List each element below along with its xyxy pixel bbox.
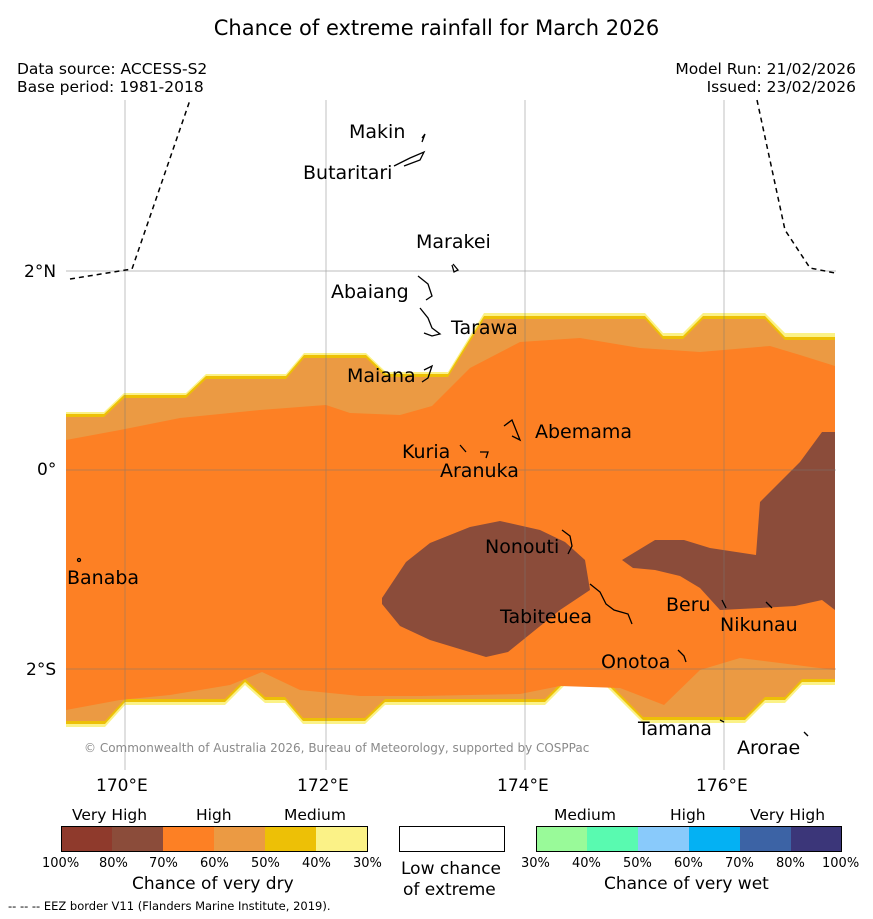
dry-70-80-zone-east [622, 432, 835, 610]
dry-legend-header: Medium [284, 806, 346, 824]
island-label-abaiang: Abaiang [331, 281, 409, 303]
wet-legend-caption: Chance of very wet [604, 874, 769, 894]
island-label-aranuka: Aranuka [440, 460, 519, 482]
dry-tick: 30% [353, 856, 382, 871]
island-label-banaba: Banaba [67, 567, 140, 589]
low-chance-caption: Low chance [401, 859, 501, 879]
dry-legend-header: High [196, 806, 232, 824]
copyright-credit: © Commonwealth of Australia 2026, Bureau… [84, 741, 590, 755]
wet-legend-header: Medium [554, 806, 616, 824]
island-label-tabiteuea: Tabiteuea [500, 606, 592, 628]
dry-legend-header: Very High [72, 806, 148, 824]
run-info: Model Run: 21/02/2026 Issued: 23/02/2026 [675, 60, 856, 96]
low-chance-swatch [399, 826, 505, 852]
wet-tick: 70% [725, 856, 754, 871]
island-label-onotoa: Onotoa [601, 651, 671, 673]
island-label-arorae: Arorae [737, 737, 801, 759]
dry-tick: 70% [149, 856, 178, 871]
map-gridlines [66, 100, 836, 770]
wet-tick: 100% [822, 856, 860, 871]
lon-label: 174°E [497, 776, 549, 796]
issued-date: Issued: 23/02/2026 [706, 78, 856, 96]
dry-tick: 50% [251, 856, 280, 871]
wet-swatch [536, 826, 588, 852]
island-label-kuria: Kuria [402, 441, 451, 463]
island-label-nikunau: Nikunau [720, 614, 798, 636]
wet-tick: 80% [776, 856, 805, 871]
dry-tick: 60% [200, 856, 229, 871]
dry-tick: 80% [99, 856, 128, 871]
dry-swatch [316, 826, 368, 852]
island-label-tarawa: Tarawa [451, 317, 518, 339]
island-label-beru: Beru [666, 594, 711, 616]
island-label-makin: Makin [349, 121, 406, 143]
dry-70-80-zone [382, 521, 590, 657]
wet-tick: 60% [674, 856, 703, 871]
lon-label: 172°E [297, 776, 349, 796]
data-source: Data source: ACCESS-S2 [17, 60, 208, 78]
wet-legend-header: Very High [750, 806, 826, 824]
wet-tick: 40% [572, 856, 601, 871]
wet-legend-header: High [670, 806, 706, 824]
model-run: Model Run: 21/02/2026 [675, 60, 856, 78]
dry-swatch [163, 826, 215, 852]
island-label-butaritari: Butaritari [303, 162, 393, 184]
lat-label: 2°N [24, 262, 57, 282]
dry-legend-caption: Chance of very dry [132, 874, 294, 894]
eez-border-east [756, 99, 836, 274]
dry-swatch [214, 826, 266, 852]
eez-border [69, 99, 191, 280]
dry-swatch [265, 826, 317, 852]
eez-footnote: -- -- -- EEZ border V11 (Flanders Marine… [8, 899, 331, 913]
data-source-info: Data source: ACCESS-S2 Base period: 1981… [17, 60, 207, 96]
base-period: Base period: 1981-2018 [17, 78, 204, 96]
island-label-abemama: Abemama [535, 421, 633, 443]
dry-swatch [112, 826, 164, 852]
island-label-tamana: Tamana [638, 718, 712, 740]
lon-label: 170°E [96, 776, 148, 796]
dry-60-70-zone [66, 338, 835, 710]
wet-tick: 30% [521, 856, 550, 871]
wet-tick: 50% [623, 856, 652, 871]
island-outlines [76, 133, 809, 737]
wet-swatch [587, 826, 639, 852]
map-title: Chance of extreme rainfall for March 202… [213, 16, 660, 40]
wet-swatch [791, 826, 842, 852]
lon-label: 176°E [696, 776, 748, 796]
lat-label: 0° [37, 460, 57, 480]
island-label-nonouti: Nonouti [485, 536, 560, 558]
low-chance-caption: of extreme [403, 880, 496, 900]
wet-swatch [638, 826, 690, 852]
island-label-marakei: Marakei [416, 231, 491, 253]
dry-tick: 40% [302, 856, 331, 871]
dry-swatch [61, 826, 113, 852]
island-label-maiana: Maiana [347, 365, 416, 387]
wet-swatch [740, 826, 792, 852]
lat-label: 2°S [26, 660, 57, 680]
wet-swatch [689, 826, 741, 852]
dry-tick: 100% [42, 856, 80, 871]
